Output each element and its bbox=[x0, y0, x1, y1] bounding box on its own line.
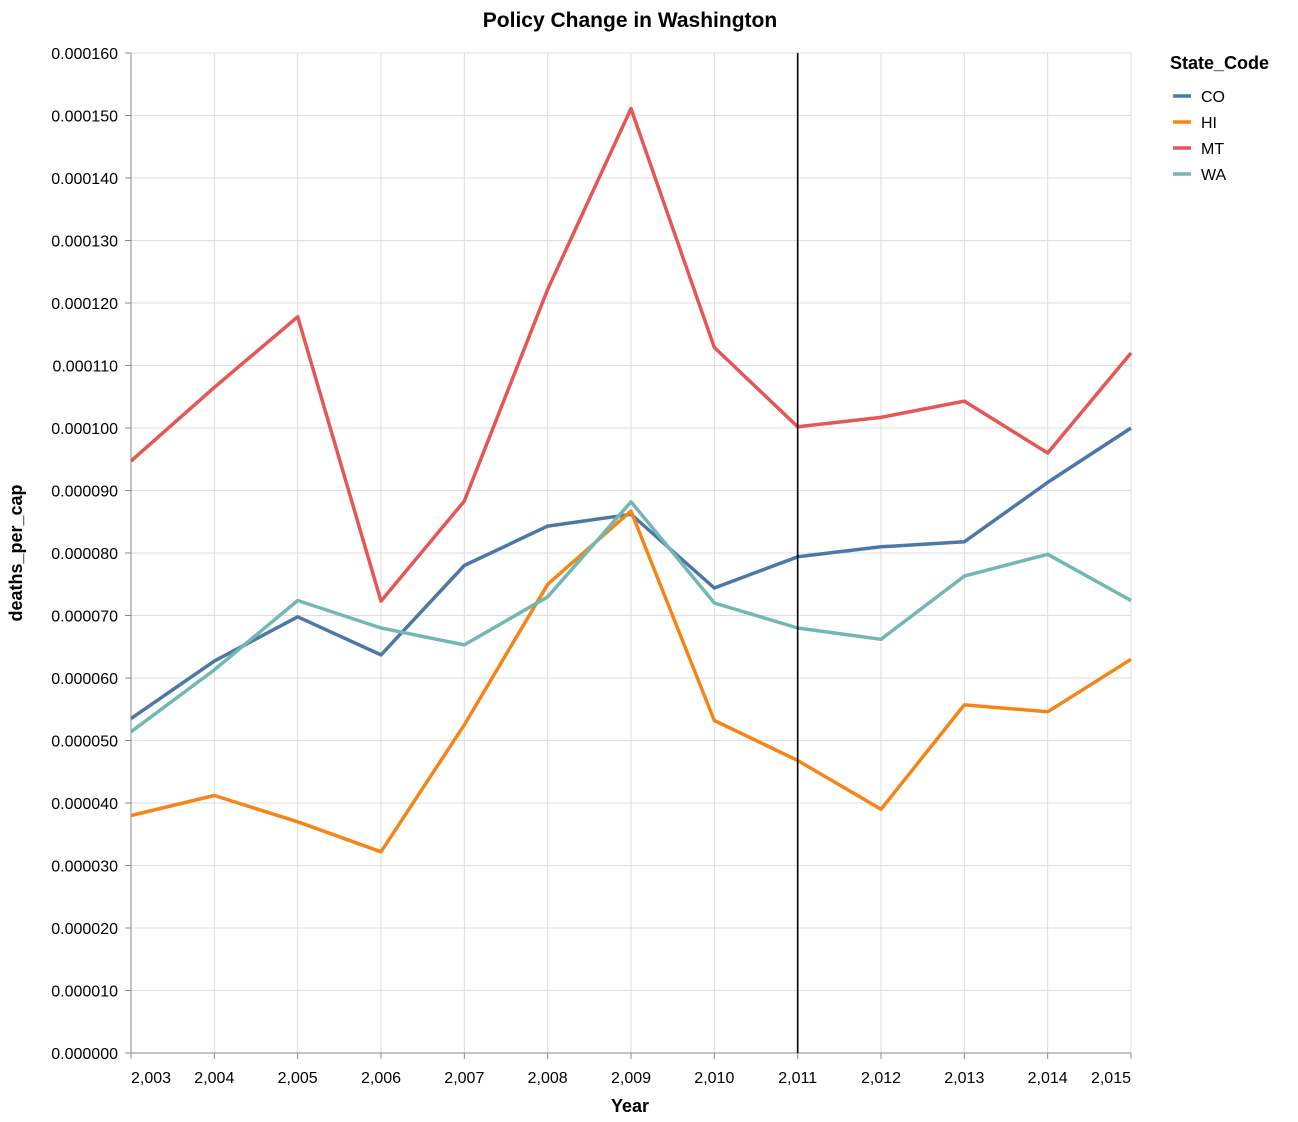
y-tick-label: 0.000160 bbox=[51, 46, 118, 63]
y-axis-title: deaths_per_cap bbox=[6, 484, 26, 621]
legend-label-hi: HI bbox=[1201, 115, 1217, 132]
x-tick-label: 2,011 bbox=[778, 1070, 817, 1087]
x-tick-label: 2,007 bbox=[444, 1070, 484, 1087]
x-axis-title: Year bbox=[611, 1096, 649, 1116]
y-tick-label: 0.000010 bbox=[51, 984, 118, 1001]
legend-label-wa: WA bbox=[1201, 167, 1227, 184]
y-tick-label: 0.000080 bbox=[51, 546, 118, 563]
legend: State_Code CO HI MT WA bbox=[1170, 53, 1269, 184]
series-line-hi bbox=[130, 509, 1132, 854]
x-tick-label: 2,012 bbox=[861, 1070, 901, 1087]
x-tick-label: 2,008 bbox=[528, 1070, 568, 1087]
legend-label-mt: MT bbox=[1201, 141, 1224, 158]
x-tick-label: 2,004 bbox=[194, 1070, 234, 1087]
legend-title: State_Code bbox=[1170, 53, 1269, 73]
legend-label-co: CO bbox=[1201, 89, 1225, 106]
x-tick-label: 2,009 bbox=[611, 1070, 651, 1087]
y-tick-label: 0.000110 bbox=[52, 359, 118, 376]
chart-title: Policy Change in Washington bbox=[483, 9, 777, 32]
y-tick-label: 0.000000 bbox=[51, 1046, 118, 1063]
x-tick-label: 2,006 bbox=[361, 1070, 401, 1087]
x-tick-label: 2,003 bbox=[131, 1070, 171, 1087]
x-tick-label: 2,010 bbox=[694, 1070, 734, 1087]
grid-lines bbox=[130, 52, 1132, 1054]
y-tick-label: 0.000070 bbox=[51, 609, 118, 626]
series-line-wa bbox=[129, 500, 1132, 734]
y-tick-label: 0.000020 bbox=[51, 921, 118, 938]
y-tick-label: 0.000090 bbox=[51, 484, 118, 501]
x-tick-label: 2,005 bbox=[278, 1070, 318, 1087]
y-tick-label: 0.000050 bbox=[51, 734, 118, 751]
y-tick-label: 0.000100 bbox=[51, 421, 118, 438]
x-tick-label: 2,015 bbox=[1091, 1070, 1131, 1087]
series-line-mt bbox=[129, 106, 1133, 603]
y-tick-label: 0.000150 bbox=[51, 109, 118, 126]
y-tick-label: 0.000060 bbox=[51, 671, 118, 688]
axes: 2,003 2,004 2,005 2,006 2,007 2,008 2,009 2,010… bbox=[51, 46, 1132, 1087]
series-lines bbox=[129, 106, 1133, 854]
y-tick-label: 0.000120 bbox=[51, 296, 118, 313]
y-tick-label: 0.000140 bbox=[51, 171, 118, 188]
y-tick-label: 0.000030 bbox=[51, 859, 118, 876]
x-tick-label: 2,013 bbox=[944, 1070, 984, 1087]
x-tick-label: 2,014 bbox=[1028, 1070, 1068, 1087]
y-tick-label: 0.000040 bbox=[51, 796, 118, 813]
y-tick-label: 0.000130 bbox=[51, 234, 118, 251]
